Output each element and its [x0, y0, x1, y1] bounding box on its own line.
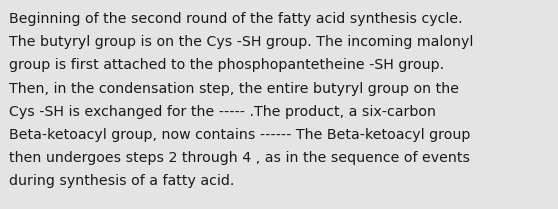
Text: group is first attached to the phosphopantetheine -SH group.: group is first attached to the phosphopa…: [9, 58, 444, 72]
Text: Then, in the condensation step, the entire butyryl group on the: Then, in the condensation step, the enti…: [9, 82, 459, 96]
Text: during synthesis of a fatty acid.: during synthesis of a fatty acid.: [9, 174, 234, 188]
Text: Cys -SH is exchanged for the ----- .The product, a six-carbon: Cys -SH is exchanged for the ----- .The …: [9, 105, 436, 119]
Text: The butyryl group is on the Cys -SH group. The incoming malonyl: The butyryl group is on the Cys -SH grou…: [9, 35, 473, 49]
Text: Beta-ketoacyl group, now contains ------ The Beta-ketoacyl group: Beta-ketoacyl group, now contains ------…: [9, 128, 470, 142]
Text: then undergoes steps 2 through 4 , as in the sequence of events: then undergoes steps 2 through 4 , as in…: [9, 151, 470, 165]
Text: Beginning of the second round of the fatty acid synthesis cycle.: Beginning of the second round of the fat…: [9, 12, 463, 26]
